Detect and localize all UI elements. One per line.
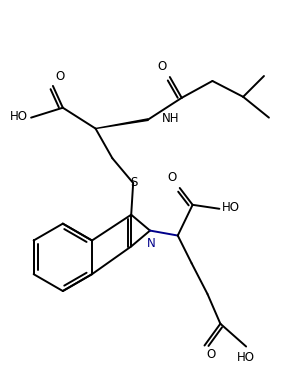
- Polygon shape: [95, 119, 148, 128]
- Text: O: O: [206, 348, 216, 361]
- Text: HO: HO: [237, 351, 255, 364]
- Text: O: O: [55, 70, 64, 83]
- Text: O: O: [168, 171, 177, 184]
- Text: HO: HO: [10, 110, 28, 123]
- Text: NH: NH: [162, 112, 179, 125]
- Text: HO: HO: [222, 201, 240, 214]
- Text: N: N: [147, 237, 155, 250]
- Text: S: S: [131, 175, 138, 188]
- Text: O: O: [158, 60, 167, 73]
